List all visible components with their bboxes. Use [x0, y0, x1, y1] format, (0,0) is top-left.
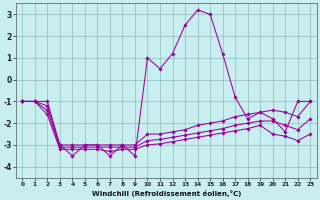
X-axis label: Windchill (Refroidissement éolien,°C): Windchill (Refroidissement éolien,°C) [92, 190, 241, 197]
